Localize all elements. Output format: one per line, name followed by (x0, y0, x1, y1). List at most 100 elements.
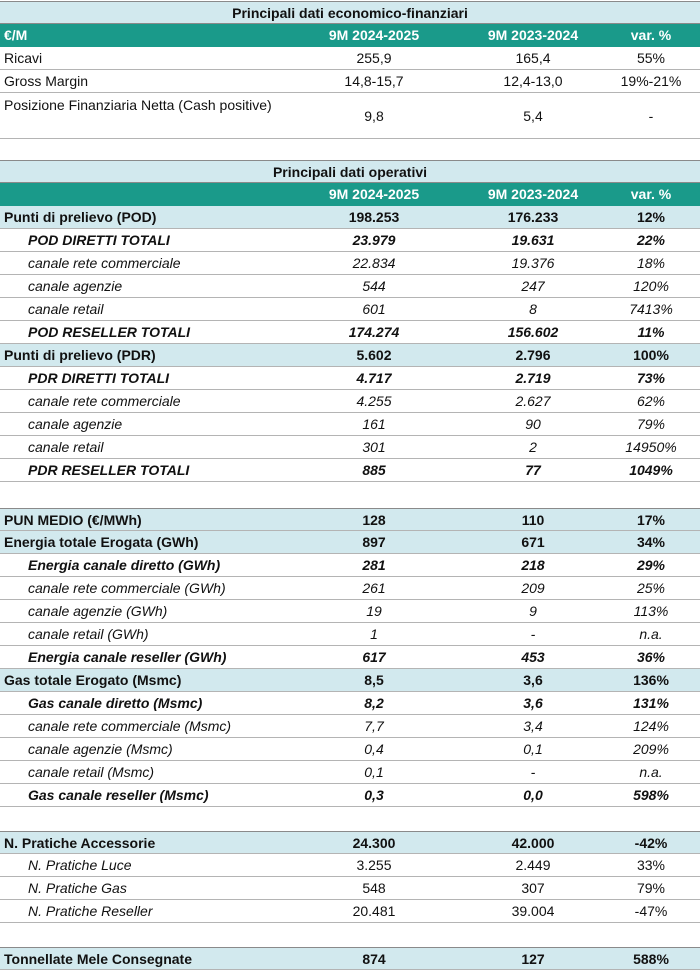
period-current-header: 9M 2024-2025 (328, 27, 420, 43)
value-previous: 2.719 (515, 370, 551, 386)
row-label: Gas totale Erogato (Msmc) (4, 672, 182, 688)
value-previous: 42.000 (511, 835, 555, 851)
value-variation: 7413% (629, 301, 673, 317)
pod-main-row: Punti di prelievo (POD) 198.253 176.233 … (0, 206, 700, 229)
value-previous: 218 (521, 557, 545, 573)
value-variation: -42% (634, 835, 668, 851)
pod-direct-total-row: POD DIRETTI TOTALI 23.979 19.631 22% (0, 229, 700, 252)
value-current: 14,8-15,7 (344, 73, 404, 89)
value-previous: 3,6 (523, 695, 543, 711)
value-variation: 131% (633, 695, 669, 711)
value-previous: 165,4 (515, 50, 551, 66)
value-current: 0,4 (364, 741, 384, 757)
row-label: POD DIRETTI TOTALI (28, 232, 170, 248)
pratiche-main-row: N. Pratiche Accessorie 24.300 42.000 -42… (0, 831, 700, 854)
value-variation: 34% (636, 534, 666, 550)
row-label: canale rete commerciale (GWh) (28, 580, 226, 596)
row-label: canale retail (Msmc) (28, 764, 155, 780)
value-previous: 247 (521, 278, 545, 294)
value-previous: 77 (525, 462, 541, 478)
value-current: 3.255 (356, 857, 392, 873)
value-previous: 453 (521, 649, 545, 665)
row-label: PUN MEDIO (€/MWh) (4, 512, 142, 528)
row-label: canale agenzie (Msmc) (28, 741, 173, 757)
value-variation: 120% (633, 278, 669, 294)
value-previous: 2.449 (515, 857, 551, 873)
variation-header: var. % (630, 27, 672, 43)
value-previous: 19.631 (511, 232, 555, 248)
table-row: canale retail (Msmc) 0,1 - n.a. (0, 761, 700, 784)
value-current: 8,5 (364, 672, 384, 688)
value-previous: 2.627 (515, 393, 551, 409)
table-row: canale agenzie 544 247 120% (0, 275, 700, 298)
table-row: canale rete commerciale 22.834 19.376 18… (0, 252, 700, 275)
value-variation: 29% (636, 557, 666, 573)
value-current: 24.300 (352, 835, 396, 851)
value-variation: 136% (633, 672, 669, 688)
table-row: N. Pratiche Reseller 20.481 39.004 -47% (0, 900, 700, 923)
table-row: N. Pratiche Luce 3.255 2.449 33% (0, 854, 700, 877)
financial-title: Principali dati economico-finanziari (0, 1, 700, 24)
table-row: canale agenzie (GWh) 19 9 113% (0, 600, 700, 623)
row-label: canale retail (GWh) (28, 626, 149, 642)
row-label: canale agenzie (28, 416, 123, 432)
gas-direct-row: Gas canale diretto (Msmc) 8,2 3,6 131% (0, 692, 700, 715)
value-current: 5.602 (356, 347, 392, 363)
value-previous: 176.233 (507, 209, 559, 225)
label-header (4, 183, 294, 205)
gas-reseller-row: Gas canale reseller (Msmc) 0,3 0,0 598% (0, 784, 700, 807)
row-label: Gas canale diretto (Msmc) (28, 695, 203, 711)
row-label: PDR RESELLER TOTALI (28, 462, 190, 478)
value-previous: 90 (525, 416, 541, 432)
currency-header: €/M (4, 27, 28, 43)
table-row: Ricavi 255,9 165,4 55% (0, 47, 700, 70)
value-previous: 3,6 (523, 672, 543, 688)
value-current: 22.834 (352, 255, 396, 271)
energy-main-row: Energia totale Erogata (GWh) 897 671 34% (0, 531, 700, 554)
value-previous: 0,1 (523, 741, 543, 757)
energy-gas-table: PUN MEDIO (€/MWh) 128 110 17% Energia to… (0, 508, 700, 807)
value-current: 255,9 (356, 50, 392, 66)
value-variation: 12% (636, 209, 666, 225)
value-current: 617 (362, 649, 386, 665)
row-label: N. Pratiche Reseller (28, 903, 153, 919)
value-previous: 5,4 (523, 108, 543, 124)
value-variation: 1049% (629, 462, 673, 478)
value-variation: 18% (636, 255, 666, 271)
value-current: 1 (370, 626, 378, 642)
mele-table: Tonnellate Mele Consegnate 874 127 588% (0, 947, 700, 970)
value-variation: 100% (633, 347, 669, 363)
table-row: canale agenzie 161 90 79% (0, 413, 700, 436)
row-label: canale rete commerciale (Msmc) (28, 718, 232, 734)
value-current: 161 (362, 416, 386, 432)
value-previous: 2.796 (515, 347, 551, 363)
variation-header: var. % (630, 186, 672, 202)
row-label: N. Pratiche Luce (28, 857, 132, 873)
value-variation: 25% (636, 580, 666, 596)
value-previous: 127 (521, 951, 545, 967)
pdr-main-row: Punti di prelievo (PDR) 5.602 2.796 100% (0, 344, 700, 367)
value-current: 544 (362, 278, 386, 294)
table-row: N. Pratiche Gas 548 307 79% (0, 877, 700, 900)
row-label: N. Pratiche Gas (28, 880, 127, 896)
value-current: 301 (362, 439, 386, 455)
value-current: 20.481 (352, 903, 396, 919)
mele-row: Tonnellate Mele Consegnate 874 127 588% (0, 947, 700, 970)
row-label: canale rete commerciale (28, 393, 181, 409)
value-variation: 113% (633, 603, 669, 619)
value-variation: 55% (636, 50, 666, 66)
table-row: Gross Margin 14,8-15,7 12,4-13,0 19%-21% (0, 70, 700, 93)
row-label: canale agenzie (GWh) (28, 603, 168, 619)
row-label: canale retail (28, 301, 104, 317)
value-variation: - (648, 108, 654, 124)
value-variation: 209% (633, 741, 669, 757)
value-variation: 124% (633, 718, 669, 734)
value-variation: 22% (636, 232, 666, 248)
value-current: 7,7 (364, 718, 384, 734)
value-variation: n.a. (639, 626, 663, 642)
pun-row: PUN MEDIO (€/MWh) 128 110 17% (0, 508, 700, 531)
value-current: 23.979 (352, 232, 396, 248)
row-label: POD RESELLER TOTALI (28, 324, 191, 340)
value-variation: 19%-21% (620, 73, 682, 89)
value-current: 0,1 (364, 764, 384, 780)
